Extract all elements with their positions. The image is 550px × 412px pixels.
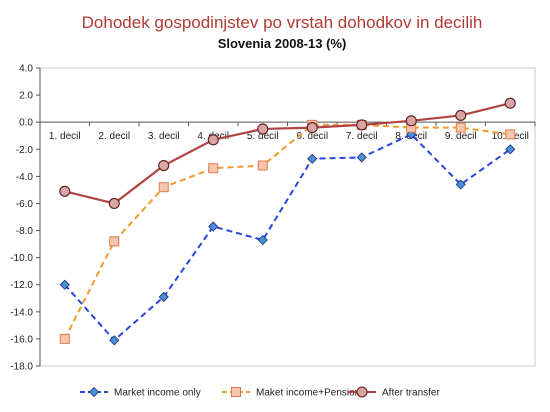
data-point — [356, 152, 367, 163]
legend-label: Maket income+Pension — [256, 388, 360, 399]
data-point — [505, 129, 516, 140]
y-tick-label: -18.0 — [10, 362, 33, 373]
legend-label: After transfer — [382, 388, 440, 399]
data-point — [59, 333, 70, 344]
x-tick-label: 5. decil — [247, 131, 279, 142]
legend-marker — [88, 386, 100, 398]
data-point — [108, 197, 120, 210]
y-tick-label: -4.0 — [16, 172, 34, 183]
y-tick-label: -6.0 — [16, 199, 34, 210]
legend-item: Market income only — [80, 386, 201, 399]
data-point — [356, 119, 368, 131]
y-tick-label: -16.0 — [10, 334, 33, 345]
data-point — [455, 179, 466, 190]
series-line — [64, 133, 511, 342]
legend: Market income only Maket income+Pension Af… — [80, 386, 440, 399]
chart-subtitle: Slovenia 2008-13 (%) — [218, 36, 347, 51]
x-tick-label: 3. decil — [148, 131, 180, 142]
x-tick-label: 2. decil — [98, 131, 130, 142]
x-tick-label: 7. decil — [346, 131, 378, 142]
y-tick-label: -12.0 — [10, 280, 33, 291]
data-point — [257, 123, 269, 135]
data-point — [207, 134, 219, 146]
y-tick-label: 2.0 — [19, 91, 33, 102]
y-tick-label: -14.0 — [10, 307, 33, 318]
y-tick-label: -8.0 — [16, 226, 34, 237]
series-2 — [59, 119, 516, 344]
data-point — [504, 97, 516, 109]
data-point — [59, 279, 70, 290]
data-point — [455, 109, 467, 121]
axes: 4.0 2.0 0.0 -2.0 -4.0 -6.0 -8.0 -10.0 -12.0 -14.0… — [10, 64, 536, 373]
data-point — [158, 159, 170, 172]
x-tick-label: 6. decil — [296, 131, 328, 142]
x-tick-label: 1. decil — [49, 131, 81, 142]
x-tick-label: 9. decil — [445, 131, 477, 142]
data-point — [257, 234, 268, 246]
data-point — [158, 291, 169, 302]
series-line — [64, 102, 511, 205]
series-layer — [59, 97, 516, 346]
data-point — [208, 163, 219, 174]
series-line — [63, 123, 511, 340]
data-point — [257, 160, 268, 171]
chart-title: Dohodek gospodinjstev po vrstah dohodkov… — [82, 13, 483, 32]
data-point — [109, 335, 120, 346]
legend-item: Maket income+Pension — [222, 387, 360, 399]
legend-marker — [356, 386, 368, 398]
y-tick-label: -10.0 — [10, 253, 33, 264]
data-point — [505, 144, 516, 155]
series-3 — [59, 97, 516, 210]
data-point — [109, 236, 120, 247]
data-point — [208, 221, 219, 232]
legend-item: After transfer — [348, 386, 440, 399]
data-point — [158, 182, 169, 193]
legend-marker — [231, 387, 241, 397]
y-tick-label: 4.0 — [19, 64, 33, 75]
data-point — [405, 115, 417, 127]
series-1 — [59, 129, 516, 346]
y-tick-label: -2.0 — [16, 145, 34, 156]
data-point — [455, 122, 466, 133]
data-point — [59, 185, 71, 197]
data-point — [307, 153, 318, 164]
data-point — [306, 122, 318, 134]
y-tick-label: 0.0 — [19, 118, 33, 129]
legend-label: Market income only — [114, 388, 201, 399]
